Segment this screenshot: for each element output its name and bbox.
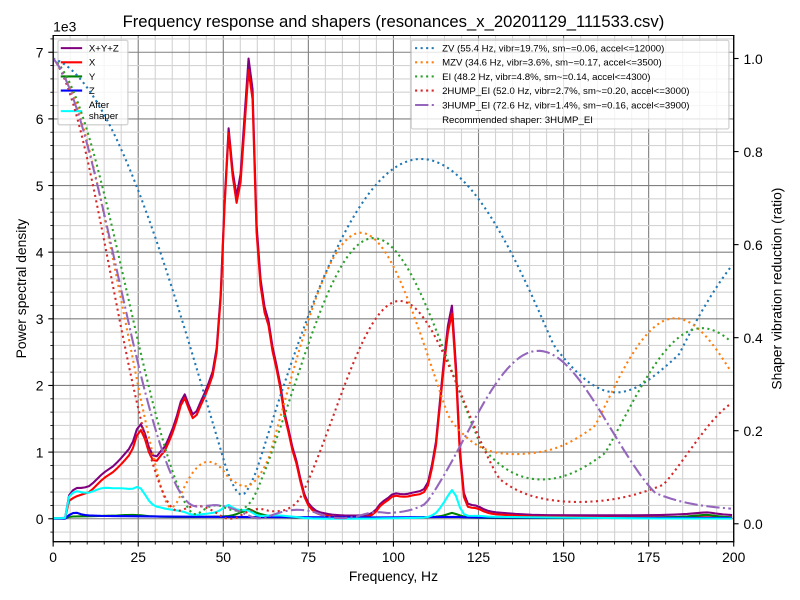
svg-text:6: 6 [36, 111, 44, 127]
svg-text:0.2: 0.2 [743, 423, 763, 439]
svg-text:75: 75 [301, 549, 317, 565]
svg-text:Power spectral density: Power spectral density [13, 219, 29, 359]
svg-text:4: 4 [36, 244, 44, 260]
svg-text:Shaper vibration reduction (ra: Shaper vibration reduction (ratio) [769, 188, 785, 390]
svg-text:0.4: 0.4 [743, 330, 763, 346]
svg-text:200: 200 [722, 549, 745, 565]
svg-text:1e3: 1e3 [53, 18, 76, 34]
svg-text:25: 25 [131, 549, 147, 565]
svg-text:7: 7 [36, 45, 44, 61]
svg-text:Frequency, Hz: Frequency, Hz [349, 568, 438, 584]
svg-text:150: 150 [552, 549, 575, 565]
svg-text:ZV (55.4 Hz, vibr=19.7%, sm~=0: ZV (55.4 Hz, vibr=19.7%, sm~=0.06, accel… [442, 44, 664, 55]
svg-text:2: 2 [36, 378, 44, 394]
svg-text:0: 0 [49, 549, 57, 565]
svg-text:3HUMP_EI (72.6 Hz, vibr=1.4%,: 3HUMP_EI (72.6 Hz, vibr=1.4%, sm~=0.16, … [442, 100, 689, 111]
svg-text:175: 175 [637, 549, 660, 565]
svg-text:125: 125 [467, 549, 490, 565]
svg-text:Y: Y [89, 72, 96, 83]
svg-text:1.0: 1.0 [743, 51, 763, 67]
svg-text:0.8: 0.8 [743, 144, 763, 160]
svg-text:EI (48.2 Hz, vibr=4.8%, sm~=0.: EI (48.2 Hz, vibr=4.8%, sm~=0.14, accel<… [442, 72, 650, 83]
svg-text:50: 50 [216, 549, 232, 565]
svg-text:3: 3 [36, 311, 44, 327]
svg-text:0: 0 [36, 511, 44, 527]
svg-text:2HUMP_EI (52.0 Hz, vibr=2.7%,: 2HUMP_EI (52.0 Hz, vibr=2.7%, sm~=0.20, … [442, 86, 689, 97]
svg-text:Z: Z [89, 86, 95, 97]
svg-text:shaper: shaper [89, 111, 119, 122]
svg-text:Frequency response and shapers: Frequency response and shapers (resonanc… [123, 12, 665, 31]
svg-text:0.6: 0.6 [743, 237, 763, 253]
svg-text:Recommended shaper: 3HUMP_EI: Recommended shaper: 3HUMP_EI [442, 115, 593, 126]
svg-text:X+Y+Z: X+Y+Z [89, 44, 119, 55]
svg-text:0.0: 0.0 [743, 516, 763, 532]
svg-text:MZV (34.6 Hz, vibr=3.6%, sm~=0: MZV (34.6 Hz, vibr=3.6%, sm~=0.17, accel… [442, 58, 662, 69]
svg-text:X: X [89, 58, 96, 69]
svg-text:1: 1 [36, 444, 44, 460]
svg-text:5: 5 [36, 178, 44, 194]
svg-text:100: 100 [382, 549, 405, 565]
